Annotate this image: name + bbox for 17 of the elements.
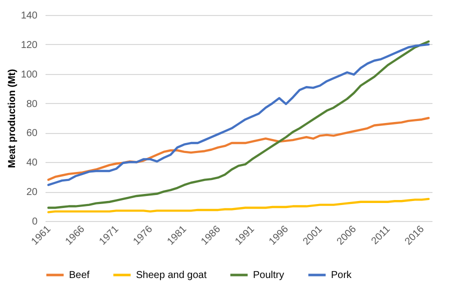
y-tick-label: 120 <box>20 40 38 51</box>
legend-label: Poultry <box>253 270 284 281</box>
y-tick-label: 40 <box>26 158 38 169</box>
legend-label: Beef <box>69 270 90 281</box>
line-series <box>47 43 430 186</box>
legend-label: Sheep and goat <box>136 270 207 281</box>
y-tick-label: 80 <box>26 98 38 110</box>
y-axis-title: Meat production (Mt) <box>6 69 18 168</box>
line-series <box>47 40 430 209</box>
line-series <box>47 116 430 181</box>
y-tick-label: 20 <box>26 187 38 198</box>
line-series <box>47 198 430 214</box>
y-tick-label: 60 <box>26 128 38 140</box>
y-tick-label: 140 <box>20 10 38 22</box>
y-tick-label: 100 <box>20 69 38 80</box>
legend-label: Pork <box>331 270 353 281</box>
y-tick-label: 0 <box>32 216 38 228</box>
